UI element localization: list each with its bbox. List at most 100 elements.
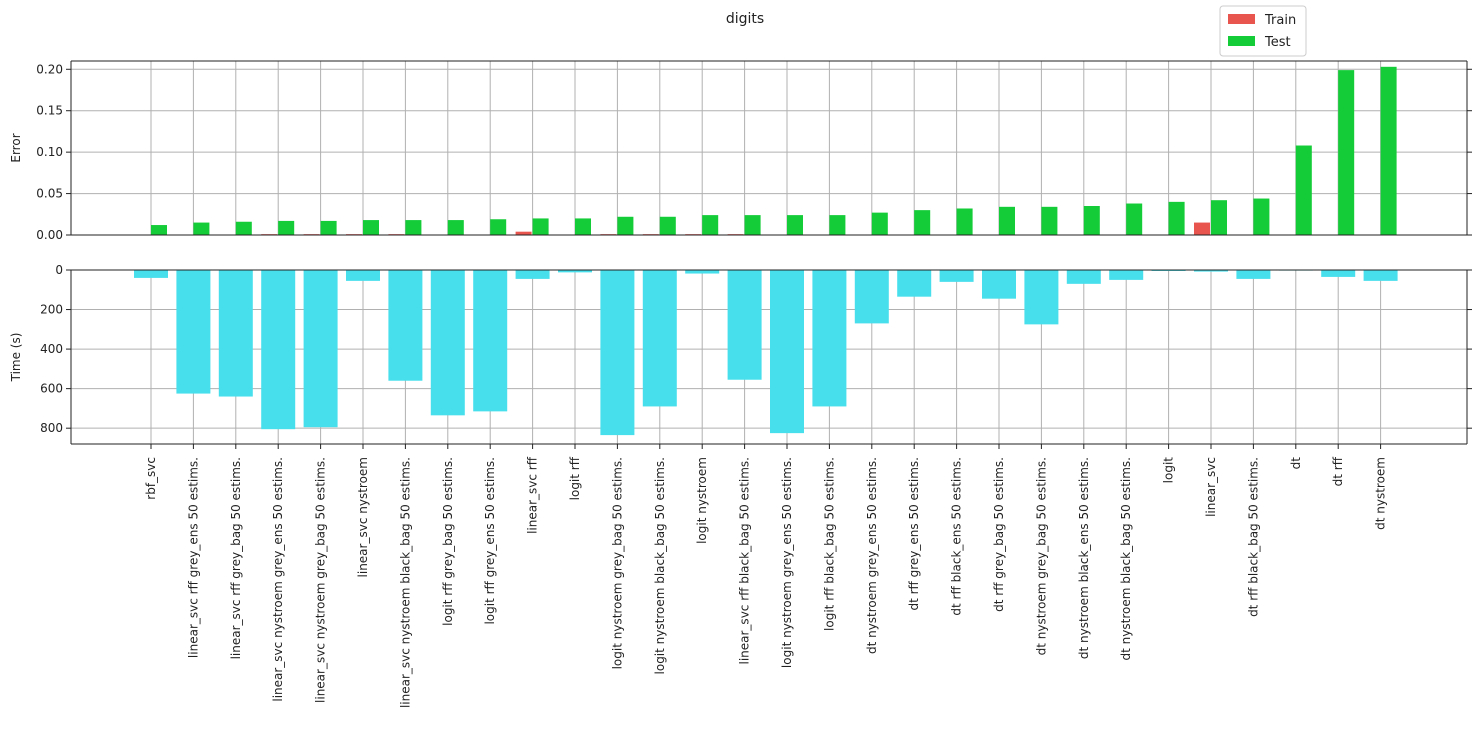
x-tick-label: linear_svc rff grey_ens 50 estims. — [186, 457, 200, 658]
y-tick-label: 0.05 — [36, 187, 63, 201]
x-tick-label: dt nystroem grey_bag 50 estims. — [1034, 457, 1048, 655]
x-tick-label: logit nystroem — [695, 457, 709, 544]
x-tick-label: logit rff black_bag 50 estims. — [822, 457, 836, 631]
y-tick-label: 0.10 — [36, 145, 63, 159]
test-error-bar — [363, 220, 379, 235]
y-tick-label: 800 — [40, 421, 63, 435]
test-error-bar — [447, 220, 464, 235]
y-tick-label: 600 — [40, 382, 63, 396]
time-bar — [1024, 270, 1059, 325]
time-bar — [982, 270, 1016, 299]
x-tick-label: dt nystroem grey_ens 50 estims. — [865, 457, 879, 654]
train-error-bar — [1194, 222, 1210, 235]
time-bar — [1194, 270, 1228, 272]
x-tick-label: dt rff — [1331, 456, 1345, 486]
test-error-bar — [1338, 70, 1355, 235]
test-error-bar — [744, 215, 761, 235]
time-bar — [303, 270, 338, 428]
test-error-bar — [320, 220, 337, 235]
time-bar — [897, 270, 932, 297]
test-error-bar — [871, 212, 888, 235]
test-error-bar — [1041, 206, 1058, 235]
x-tick-label: logit nystroem black_bag 50 estims. — [653, 457, 667, 674]
time-bar — [176, 270, 211, 394]
test-error-bar — [1126, 203, 1143, 235]
y-tick-label: 0.15 — [36, 104, 63, 118]
y-tick-label: 400 — [40, 342, 63, 356]
error-panel: 0.00 0.05 0.10 0.15 0.20 Error — [9, 60, 1472, 242]
x-tick-label: logit rff grey_ens 50 estims. — [483, 457, 497, 625]
time-bar — [642, 270, 677, 407]
x-tick-label: dt nystroem black_bag 50 estims. — [1119, 457, 1133, 660]
x-tick-label: dt nystroem black_ens 50 estims. — [1077, 457, 1091, 659]
time-bar — [134, 270, 168, 278]
x-tick-label: logit rff — [568, 456, 582, 500]
test-error-bar — [1211, 200, 1227, 235]
time-bar — [218, 270, 253, 397]
y-tick-label: 0 — [55, 263, 63, 277]
test-error-bar — [575, 218, 591, 235]
x-tick-label: linear_svc nystroem — [356, 457, 370, 577]
time-bar — [261, 270, 296, 430]
x-tick-label: linear_svc — [1204, 457, 1218, 517]
x-tick-label: linear_svc rff — [526, 456, 540, 534]
time-bar — [515, 270, 550, 279]
test-error-bar — [151, 225, 167, 235]
time-bar — [558, 270, 592, 273]
x-tick-label: logit rff grey_bag 50 estims. — [441, 457, 455, 626]
x-tick-label: logit — [1162, 457, 1176, 484]
x-tick-label: dt rff grey_bag 50 estims. — [992, 457, 1006, 612]
legend-label: Test — [1264, 35, 1291, 50]
time-bar — [939, 270, 974, 282]
time-bar — [1236, 270, 1271, 279]
test-error-bar — [659, 216, 676, 235]
time-bar — [770, 270, 804, 434]
test-error-bar — [1168, 201, 1185, 235]
x-tick-label: linear_svc rff grey_bag 50 estims. — [229, 457, 243, 659]
test-error-bar — [278, 220, 295, 235]
time-bar — [346, 270, 380, 281]
x-tick-label: rbf_svc — [144, 457, 158, 500]
test-error-bar — [787, 215, 803, 235]
time-bar — [430, 270, 465, 416]
x-tick-label: logit nystroem grey_ens 50 estims. — [780, 457, 794, 668]
test-error-bar — [405, 220, 422, 235]
chart-title: digits — [726, 11, 764, 27]
test-error-bar — [1253, 198, 1270, 235]
time-bar — [473, 270, 508, 412]
x-tick-label: dt rff black_ens 50 estims. — [950, 457, 964, 616]
time-bar — [812, 270, 847, 407]
x-tick-label: dt — [1289, 457, 1303, 470]
time-bar — [727, 270, 762, 380]
time-bar — [600, 270, 635, 436]
test-error-bar — [702, 215, 719, 235]
test-error-bar — [1380, 66, 1397, 235]
legend-swatch — [1228, 36, 1255, 46]
time-bar — [854, 270, 889, 324]
y-tick-label: 0.00 — [36, 228, 63, 242]
test-error-bar — [914, 210, 931, 235]
test-error-bar — [235, 221, 252, 235]
legend-label: Train — [1264, 13, 1296, 28]
x-tick-label: logit nystroem grey_bag 50 estims. — [610, 457, 624, 669]
time-bar — [1363, 270, 1398, 281]
x-tick-label: dt rff grey_ens 50 estims. — [907, 457, 921, 611]
legend-swatch — [1228, 14, 1255, 24]
test-error-bar — [1295, 145, 1312, 235]
time-bar — [388, 270, 423, 381]
x-tick-label: linear_svc rff black_bag 50 estims. — [738, 457, 752, 665]
x-tick-label: linear_svc nystroem black_bag 50 estims. — [398, 457, 412, 708]
time-bar — [1109, 270, 1144, 280]
x-tick-label: dt rff black_bag 50 estims. — [1246, 457, 1260, 617]
time-bar — [685, 270, 720, 274]
x-tick-label: linear_svc nystroem grey_ens 50 estims. — [271, 457, 285, 702]
test-error-bar — [193, 222, 210, 235]
x-tick-label: linear_svc nystroem grey_bag 50 estims. — [314, 457, 328, 703]
test-error-bar — [1083, 206, 1100, 235]
y-tick-label: 0.20 — [36, 62, 63, 76]
test-error-bar — [490, 219, 507, 235]
y-tick-label: 200 — [40, 303, 63, 317]
test-error-bar — [956, 208, 973, 235]
time-bar — [1066, 270, 1101, 284]
